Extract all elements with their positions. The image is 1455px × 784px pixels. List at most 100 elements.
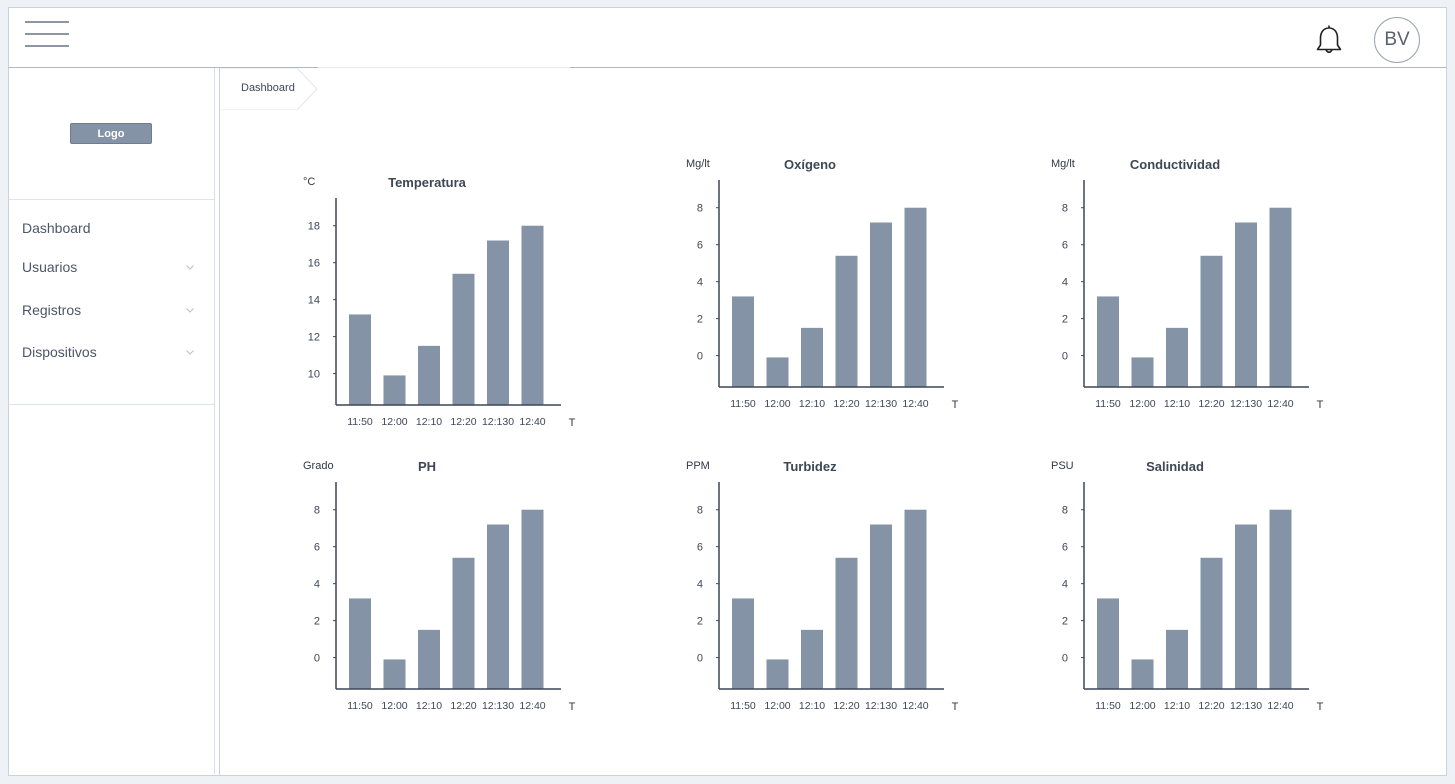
y-axis-label: °C	[303, 176, 315, 188]
bar	[418, 629, 440, 689]
y-axis-label: PSU	[1051, 460, 1074, 472]
y-tick-label: 4	[697, 579, 703, 591]
breadcrumb: Dashboard	[221, 68, 321, 110]
y-tick-label: 12	[308, 332, 320, 344]
y-tick-label: 0	[1062, 351, 1068, 363]
chevron-down-icon[interactable]	[186, 265, 194, 270]
bar	[1269, 207, 1292, 387]
y-axis-label: Grado	[303, 460, 334, 472]
y-tick-label: 8	[697, 505, 703, 517]
x-tick-label: 12:00	[381, 700, 407, 712]
bar	[766, 659, 789, 689]
avatar[interactable]: BV	[1374, 17, 1420, 63]
x-tick-label: 12:20	[450, 700, 476, 712]
bar	[801, 629, 823, 689]
x-tick-label: 12:40	[519, 416, 545, 428]
bar	[732, 296, 754, 387]
x-tick-label: 12:10	[1164, 398, 1190, 410]
sidebar-item-dispositivos[interactable]: Dispositivos	[22, 344, 97, 360]
x-tick-label: 11:50	[1095, 700, 1121, 712]
x-tick-label: 12:20	[450, 416, 476, 428]
x-tick-label: 12:40	[902, 398, 928, 410]
breadcrumb-item-dashboard[interactable]: Dashboard	[241, 82, 295, 94]
x-tick-label: 12:10	[799, 700, 825, 712]
x-tick-label: 12:130	[865, 700, 897, 712]
chart-ph: Grado PH 0 2 4 6 8 11:50 12:00 12:10 12:20 12:130 12…	[303, 459, 576, 713]
y-tick-label: 6	[697, 240, 703, 252]
y-tick-label: 0	[1062, 653, 1068, 665]
bar	[521, 509, 544, 689]
bar	[1200, 255, 1223, 387]
bar	[349, 598, 371, 689]
y-tick-label: 14	[308, 295, 320, 307]
bar	[452, 273, 475, 405]
chevron-down-icon[interactable]	[186, 350, 194, 355]
x-axis-label: T	[569, 701, 576, 713]
chart-turbidez: PPM Turbidez 0 2 4 6 8 11:50 12:00 12:10 12:20 12:1…	[686, 459, 959, 713]
y-tick-label: 2	[1062, 616, 1068, 628]
bar	[904, 207, 927, 387]
bar	[383, 659, 406, 689]
x-tick-label: 12:00	[1129, 700, 1155, 712]
bell-icon[interactable]	[1314, 25, 1344, 57]
y-tick-label: 2	[314, 616, 320, 628]
chart-title: PH	[418, 459, 436, 474]
bar	[521, 225, 544, 405]
x-tick-label: 12:130	[482, 416, 514, 428]
bar	[1200, 557, 1223, 689]
bar	[383, 375, 406, 405]
sidebar-separator	[9, 199, 214, 200]
bar	[1131, 357, 1154, 387]
y-tick-label: 4	[314, 579, 320, 591]
sidebar-item-dashboard[interactable]: Dashboard	[22, 220, 91, 236]
bar	[870, 524, 892, 689]
sidebar-separator	[9, 404, 214, 405]
x-tick-label: 12:130	[865, 398, 897, 410]
x-axis-label: T	[952, 701, 959, 713]
bar	[1097, 598, 1119, 689]
bar	[835, 557, 858, 689]
y-axis-label: Mg/lt	[686, 158, 710, 170]
bar	[801, 327, 823, 387]
bar	[452, 557, 475, 689]
y-tick-label: 6	[1062, 542, 1068, 554]
y-tick-label: 8	[1062, 505, 1068, 517]
y-tick-label: 8	[314, 505, 320, 517]
y-tick-label: 2	[697, 616, 703, 628]
bar	[487, 240, 509, 405]
bar	[1166, 629, 1188, 689]
chart-salinidad: PSU Salinidad 0 2 4 6 8 11:50 12:00 12:10 12:20 12:…	[1051, 459, 1324, 713]
x-tick-label: 12:10	[1164, 700, 1190, 712]
hamburger-icon[interactable]	[25, 21, 71, 49]
x-tick-label: 12:20	[1198, 700, 1224, 712]
chart-title: Conductividad	[1130, 157, 1220, 172]
x-tick-label: 12:10	[416, 700, 442, 712]
logo[interactable]: Logo	[70, 123, 152, 144]
y-tick-label: 4	[1062, 579, 1068, 591]
chart-oxigeno: Mg/lt Oxígeno 0 2 4 6 8 11:50 12:00 12:10 12:20 12:…	[686, 157, 959, 411]
chevron-down-icon[interactable]	[186, 308, 194, 313]
y-tick-label: 0	[314, 653, 320, 665]
x-tick-label: 12:20	[833, 700, 859, 712]
bar	[487, 524, 509, 689]
bar	[766, 357, 789, 387]
divider	[318, 67, 570, 68]
bar	[904, 509, 927, 689]
chart-title: Salinidad	[1146, 459, 1204, 474]
breadcrumb-shape	[221, 68, 318, 110]
bar	[418, 345, 440, 405]
y-tick-label: 4	[697, 277, 703, 289]
sidebar-item-registros[interactable]: Registros	[22, 302, 82, 318]
bar	[1166, 327, 1188, 387]
x-tick-label: 12:40	[902, 700, 928, 712]
x-axis-label: T	[1317, 399, 1324, 411]
x-tick-label: 11:50	[1095, 398, 1121, 410]
y-tick-label: 8	[697, 203, 703, 215]
bar	[1097, 296, 1119, 387]
bar	[1131, 659, 1154, 689]
y-tick-label: 2	[1062, 314, 1068, 326]
y-axis-label: Mg/lt	[1051, 158, 1075, 170]
sidebar-item-usuarios[interactable]: Usuarios	[22, 259, 78, 275]
bar	[732, 598, 754, 689]
bar	[870, 222, 892, 387]
